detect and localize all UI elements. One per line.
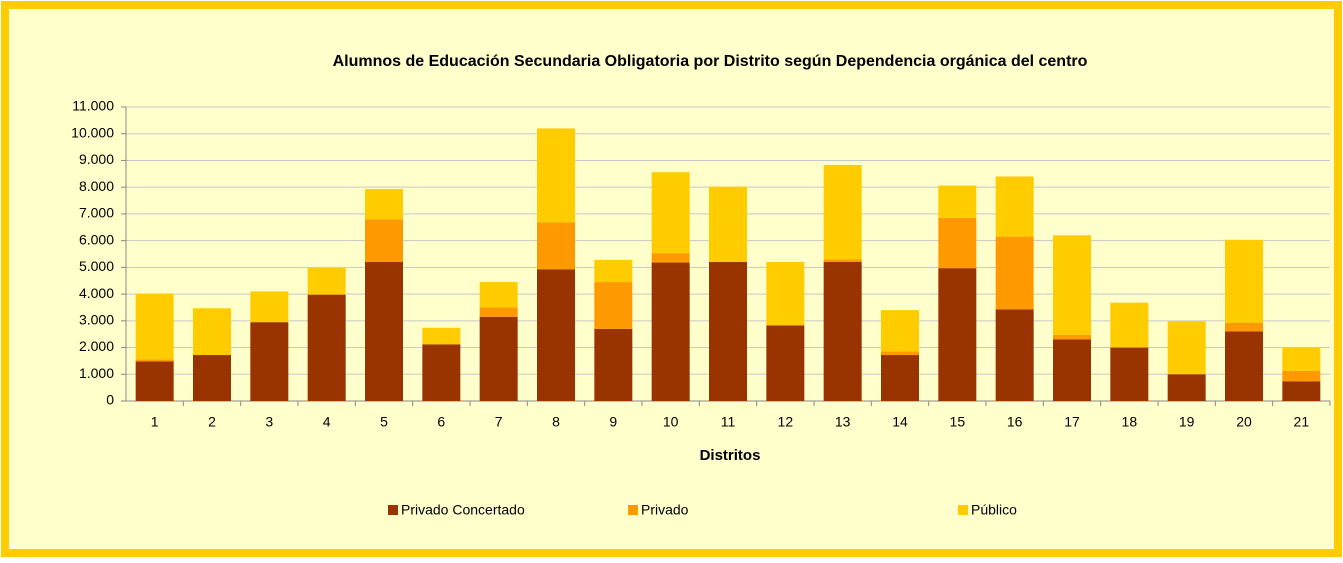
bar-segment — [594, 282, 633, 329]
bar-segment — [1110, 347, 1149, 401]
bar-segment — [250, 322, 289, 401]
y-tick-label: 2.000 — [79, 338, 114, 354]
bar-segment — [651, 253, 690, 263]
bar-segment — [135, 293, 174, 360]
bar-segment — [537, 222, 575, 270]
x-tick-label: 20 — [1236, 414, 1252, 430]
bar-segment — [135, 359, 174, 362]
x-tick-label: 12 — [778, 414, 794, 430]
bar-segment — [938, 268, 977, 401]
y-tick-label: 9.000 — [79, 151, 114, 167]
legend-label: Privado Concertado — [401, 502, 525, 518]
bar-segment — [422, 327, 461, 345]
bar-segment — [479, 316, 518, 401]
x-tick-label: 17 — [1064, 414, 1080, 430]
x-tick-label: 3 — [265, 414, 273, 430]
bar-segment — [881, 310, 919, 352]
y-tick-label: 7.000 — [79, 205, 114, 221]
chart-title: Alumnos de Educación Secundaria Obligato… — [333, 53, 1088, 70]
x-tick-label: 1 — [151, 414, 159, 430]
bar-segment — [193, 308, 231, 356]
bar-segment — [881, 355, 919, 401]
bar-segment — [1282, 370, 1321, 382]
bar-segment — [365, 262, 403, 401]
y-tick-label: 8.000 — [79, 178, 114, 194]
bar-segment — [594, 328, 633, 401]
bar-segment — [1110, 302, 1149, 348]
y-tick-label: 0 — [106, 392, 114, 408]
bar-segment — [881, 351, 919, 356]
bar-segment — [1225, 322, 1263, 332]
y-tick-label: 10.000 — [71, 124, 114, 140]
legend-swatch — [628, 505, 638, 515]
bar-segment — [1282, 347, 1321, 371]
bar-segment — [365, 189, 403, 220]
bar-segment — [995, 236, 1034, 310]
bar-segment — [1053, 334, 1091, 340]
x-tick-label: 4 — [323, 414, 331, 430]
bar-segment — [307, 267, 346, 295]
bar-segment — [823, 262, 862, 401]
bar-segment — [1225, 331, 1263, 401]
x-tick-label: 2 — [208, 414, 216, 430]
bar-segment — [479, 282, 518, 308]
bar-segment — [1282, 381, 1321, 401]
bar-segment — [651, 172, 690, 254]
bar-segment — [709, 186, 747, 263]
bar-segment — [1053, 235, 1091, 335]
legend-swatch — [388, 505, 398, 515]
y-tick-label: 3.000 — [79, 312, 114, 328]
bar-segment — [479, 307, 518, 317]
y-tick-label: 1.000 — [79, 365, 114, 381]
x-tick-label: 7 — [495, 414, 503, 430]
x-tick-label: 16 — [1007, 414, 1023, 430]
bar-segment — [823, 259, 862, 263]
x-tick-label: 18 — [1122, 414, 1138, 430]
bar-segment — [995, 176, 1034, 237]
bar-segment — [1053, 339, 1091, 401]
x-tick-label: 13 — [835, 414, 851, 430]
bar-segment — [537, 128, 575, 223]
bar-segment — [651, 262, 690, 401]
y-tick-label: 11.000 — [72, 98, 114, 114]
x-tick-label: 9 — [609, 414, 617, 430]
x-tick-label: 6 — [437, 414, 445, 430]
x-tick-label: 11 — [721, 414, 736, 430]
x-tick-label: 15 — [950, 414, 966, 430]
x-axis-title: Distritos — [700, 447, 761, 464]
bar-segment — [709, 262, 747, 401]
bar-segment — [938, 185, 977, 218]
bar-segment — [193, 355, 231, 401]
legend-label: Público — [971, 502, 1017, 518]
x-tick-label: 14 — [892, 414, 908, 430]
bar-segment — [537, 269, 575, 401]
bar-segment — [938, 217, 977, 269]
bar-segment — [135, 361, 174, 401]
y-tick-label: 6.000 — [79, 231, 114, 247]
legend-label: Privado — [641, 502, 689, 518]
y-tick-label: 5.000 — [79, 258, 114, 274]
x-tick-label: 5 — [380, 414, 388, 430]
bar-segment — [307, 294, 346, 401]
bar-segment — [250, 291, 289, 323]
bar-segment — [594, 259, 633, 283]
bar-segment — [766, 262, 805, 326]
bar-segment — [766, 325, 805, 401]
bar-segment — [365, 219, 403, 263]
legend-swatch — [958, 505, 968, 515]
x-tick-label: 19 — [1179, 414, 1195, 430]
bar-segment — [1225, 239, 1263, 323]
bar-segment — [823, 164, 862, 260]
x-tick-label: 8 — [552, 414, 560, 430]
bar-segment — [422, 344, 461, 401]
x-tick-label: 10 — [663, 414, 679, 430]
bar-segment — [1167, 374, 1206, 401]
y-tick-label: 4.000 — [79, 285, 114, 301]
bar-segment — [1167, 321, 1206, 375]
bar-segment — [995, 309, 1034, 401]
x-tick-label: 21 — [1294, 414, 1310, 430]
